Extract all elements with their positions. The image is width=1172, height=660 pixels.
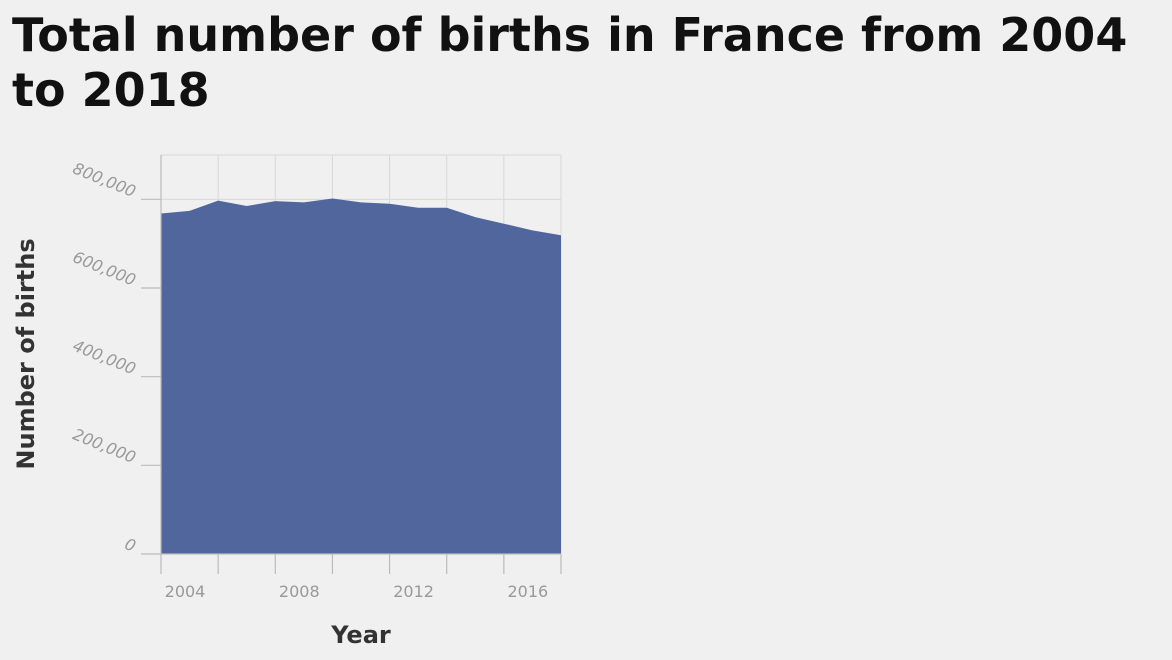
x-tick-label: 2008	[279, 582, 320, 601]
y-axis-title: Number of births	[12, 238, 40, 469]
x-tick-label: 2012	[393, 582, 434, 601]
y-tick-label: 0	[122, 534, 139, 555]
y-tick-label: 400,000	[70, 336, 138, 378]
chart-title: Total number of births in France from 20…	[12, 8, 1128, 117]
births-area	[161, 198, 561, 555]
y-tick-label: 600,000	[70, 247, 138, 289]
x-tick-label: 2016	[507, 582, 548, 601]
y-tick-label: 200,000	[70, 425, 138, 467]
x-tick-label: 2004	[165, 582, 206, 601]
series-layer	[161, 198, 561, 555]
y-tick-label: 800,000	[70, 159, 138, 201]
x-axis-title: Year	[330, 621, 391, 649]
